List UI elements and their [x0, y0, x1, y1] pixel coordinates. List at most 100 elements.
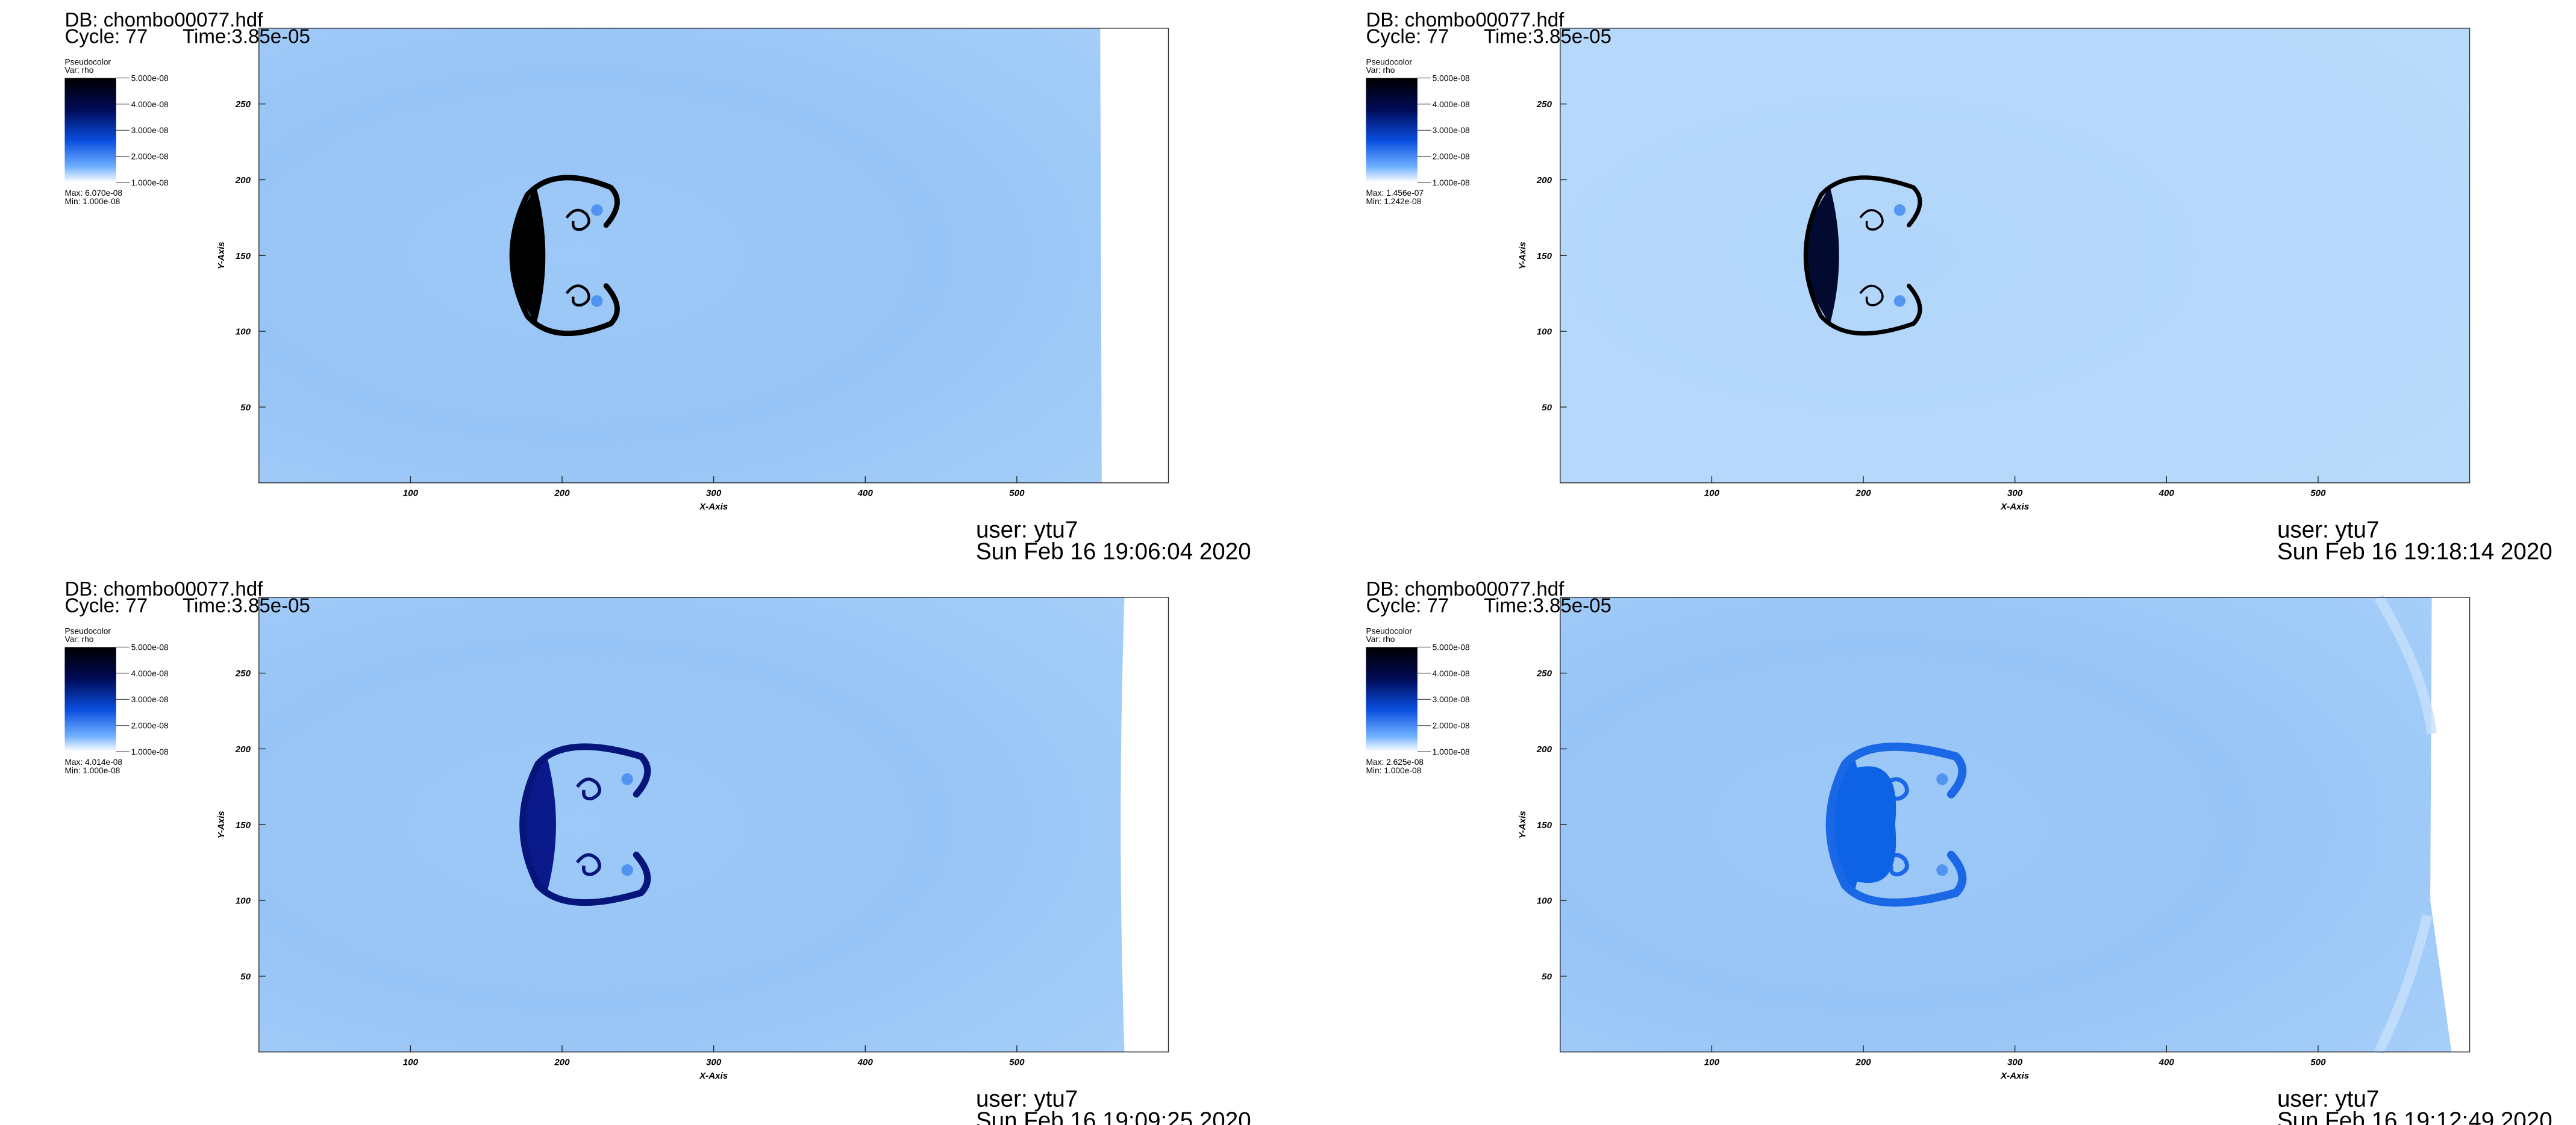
legend-tick-label: 4.000e-08 [131, 100, 169, 109]
plot-background [1560, 28, 2470, 483]
user: user: ytu7 [976, 1086, 1078, 1112]
legend-tick-label: 3.000e-08 [131, 695, 169, 704]
legend-tick-label: 5.000e-08 [1433, 643, 1470, 652]
plot-background [258, 597, 1169, 1052]
legend-variable: Var: rho [1366, 66, 1395, 75]
vortex-core [1893, 295, 1906, 307]
vortex [565, 208, 590, 231]
x-tick-label: 500 [2310, 1058, 2326, 1068]
x-axis-title: X-Axis [2000, 502, 2029, 512]
panel: 100 200 300 400 500 50 100 150 200 250 X-Axis Y-Axi… [1366, 9, 2553, 564]
legend-tick-label: 4.000e-08 [131, 669, 169, 678]
vortex-core [621, 864, 633, 876]
legend-tick-label: 1.000e-08 [1433, 178, 1470, 187]
legend-tick-label: 3.000e-08 [1433, 695, 1470, 704]
bubble-outline [1803, 175, 1922, 336]
y-tick-label: 50 [1542, 971, 1552, 982]
x-tick-label: 200 [554, 1058, 570, 1068]
x-tick-label: 300 [706, 1058, 722, 1068]
legend-title: Pseudocolor [64, 626, 111, 635]
legend-variable: Var: rho [1366, 635, 1395, 644]
legend-tick-label: 2.000e-08 [131, 152, 169, 161]
y-tick-label: 100 [236, 896, 251, 906]
legend-tick-label: 3.000e-08 [131, 126, 169, 135]
plot-background [1560, 597, 2470, 1052]
vortex [575, 853, 601, 876]
legend-title: Pseudocolor [1366, 626, 1412, 635]
y-tick-label: 50 [240, 971, 251, 982]
date: Sun Feb 16 19:09:25 2020 [976, 1108, 1251, 1125]
legend-tick-label: 3.000e-08 [1433, 126, 1470, 135]
time: Time:3.85e-05 [183, 595, 310, 617]
bubble-core [1805, 187, 1839, 324]
vortex-core [621, 773, 633, 785]
cycle: Cycle: 77 [64, 595, 148, 617]
date: Sun Feb 16 19:18:14 2020 [2277, 538, 2553, 564]
legend-tick-label: 2.000e-08 [131, 721, 169, 731]
legend-max: Max: 1.456e-07 [1366, 189, 1424, 198]
vortex-core [1936, 864, 1948, 876]
color-bar [64, 78, 116, 183]
x-tick-label: 100 [1704, 488, 1720, 499]
vortex-core [591, 295, 603, 307]
y-axis-title: Y-Axis [216, 811, 227, 838]
legend-tick-label: 4.000e-08 [1433, 669, 1470, 678]
legend-tick-label: 1.000e-08 [131, 178, 169, 187]
x-tick-label: 100 [1704, 1058, 1720, 1068]
bubble-outline [1825, 743, 1967, 907]
y-tick-label: 150 [236, 251, 251, 261]
legend-title: Pseudocolor [1366, 57, 1412, 66]
vortex [1859, 209, 1884, 231]
shock-region [2430, 597, 2470, 1052]
y-axis-title: Y-Axis [1518, 811, 1528, 838]
legend-tick-label: 5.000e-08 [1433, 73, 1470, 83]
x-tick-label: 300 [706, 488, 722, 499]
bubble-outline [519, 743, 651, 906]
legend-tick-label: 5.000e-08 [131, 643, 169, 652]
vortex [565, 284, 590, 307]
y-tick-label: 200 [235, 744, 251, 755]
y-tick-label: 200 [1536, 744, 1552, 755]
x-tick-label: 500 [1009, 488, 1025, 499]
time: Time:3.85e-05 [1484, 26, 1612, 48]
database-name: DB: chombo00077.hdf [1366, 9, 1565, 31]
y-tick-label: 250 [1536, 99, 1552, 110]
x-tick-label: 100 [403, 1058, 419, 1068]
x-tick-label: 500 [2310, 488, 2326, 499]
shock-wave [2374, 594, 2437, 1055]
bubble-fill [1845, 766, 1896, 883]
legend-max: Max: 2.625e-08 [1366, 758, 1424, 767]
x-tick-label: 500 [1009, 1058, 1025, 1068]
x-tick-label: 400 [857, 488, 874, 499]
color-bar [1366, 78, 1418, 183]
date: Sun Feb 16 19:12:49 2020 [2277, 1108, 2553, 1125]
vortex-core [591, 204, 603, 216]
x-tick-label: 400 [2159, 1058, 2175, 1068]
y-tick-label: 100 [1537, 896, 1552, 906]
y-tick-label: 50 [240, 402, 251, 413]
y-tick-label: 100 [1537, 327, 1552, 337]
y-tick-label: 150 [236, 820, 251, 831]
cycle: Cycle: 77 [1366, 595, 1449, 617]
color-bar [1366, 647, 1418, 752]
cycle: Cycle: 77 [64, 26, 148, 48]
user: user: ytu7 [2277, 517, 2379, 543]
panel: 100 200 300 400 500 50 100 150 200 250 X-Axis Y-Axi… [64, 578, 1251, 1125]
y-tick-label: 250 [1536, 668, 1552, 679]
x-tick-label: 200 [1855, 1058, 1871, 1068]
x-tick-label: 100 [403, 488, 419, 499]
x-axis-title: X-Axis [2000, 1071, 2029, 1081]
legend-title: Pseudocolor [64, 57, 111, 66]
bubble-core [511, 187, 546, 324]
y-tick-label: 250 [235, 668, 251, 679]
x-axis-title: X-Axis [699, 1071, 728, 1081]
y-tick-label: 250 [235, 99, 251, 110]
y-tick-label: 50 [1542, 402, 1552, 413]
y-axis-title: Y-Axis [216, 242, 227, 269]
x-tick-label: 300 [2007, 488, 2023, 499]
legend-tick-label: 4.000e-08 [1433, 100, 1470, 109]
legend-min: Min: 1.000e-08 [64, 766, 120, 775]
x-tick-label: 200 [554, 488, 570, 499]
